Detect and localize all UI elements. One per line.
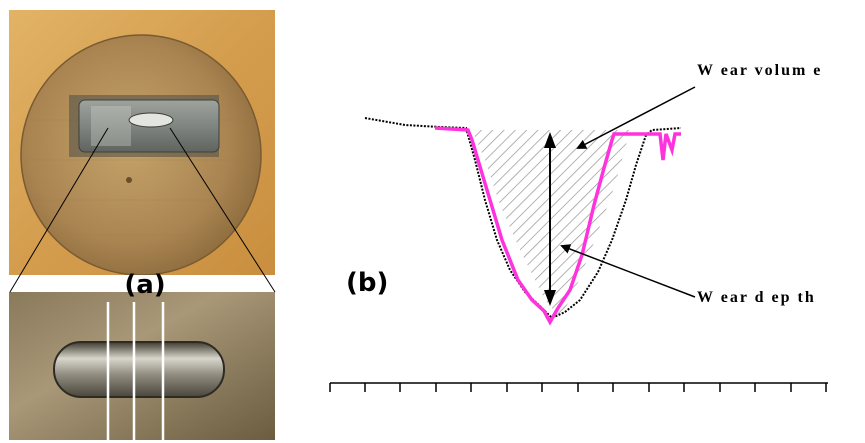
panel-a-label: (a): [124, 270, 166, 300]
disc-photo: [9, 10, 275, 275]
scale-axis: [329, 382, 828, 392]
panel-a: (a): [0, 0, 285, 443]
wear-profile-diagram: [329, 86, 828, 392]
wear-volume-label: W ear volum e: [697, 62, 823, 79]
wear-volume-pointer: [576, 86, 696, 149]
wear-scar-closeup: [9, 292, 275, 440]
wear-depth-pointer: [560, 244, 696, 298]
zoom-connector: [9, 127, 276, 293]
panel-b-label: (b): [346, 268, 389, 298]
profile-after: [434, 126, 681, 326]
wear-depth-label: W ear d ep th: [697, 289, 816, 306]
